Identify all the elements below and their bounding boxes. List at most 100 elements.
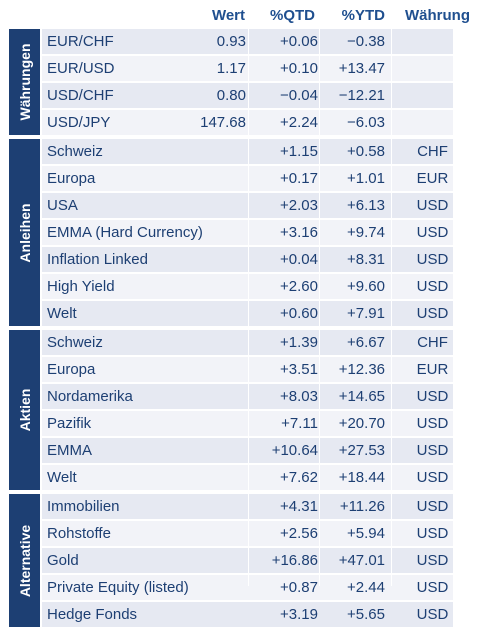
table-row: High Yield +2.60 +9.60 USD (42, 274, 453, 299)
cell-ytd: +6.67 (347, 334, 385, 351)
group-label-text: Währungen (16, 43, 33, 121)
table-row: Schweiz +1.39 +6.67 CHF (42, 330, 453, 355)
cell-ytd: +13.47 (338, 60, 385, 77)
table-row: Gold +16.86 +47.01 USD (42, 548, 453, 573)
cell-ytd: +9.60 (347, 278, 385, 295)
cell-name: EUR/CHF (47, 33, 114, 50)
cell-currency: USD (416, 498, 449, 515)
cell-currency: USD (416, 224, 449, 241)
cell-qtd: +1.39 (280, 334, 318, 351)
table-row: EMMA +10.64 +27.53 USD (42, 438, 453, 463)
table-row: USD/CHF 0.80 −0.04 −12.21 (42, 83, 453, 108)
cell-currency: USD (416, 278, 449, 295)
cell-ytd: +5.65 (347, 606, 385, 623)
cell-qtd: +0.06 (280, 33, 318, 50)
header-qtd: %QTD (270, 7, 315, 24)
column-divider (319, 29, 320, 586)
cell-qtd: +0.87 (280, 579, 318, 596)
cell-currency: USD (416, 606, 449, 623)
group-label-text: Aktien (16, 388, 33, 432)
cell-qtd: +3.16 (280, 224, 318, 241)
cell-ytd: −6.03 (347, 114, 385, 131)
group-label: Anleihen (9, 139, 40, 326)
table-row: Schweiz +1.15 +0.58 CHF (42, 139, 453, 164)
group-label: Aktien (9, 330, 40, 490)
cell-ytd: −0.38 (347, 33, 385, 50)
header-wert: Wert (211, 7, 245, 24)
cell-ytd: +18.44 (338, 469, 385, 486)
cell-currency: USD (416, 251, 449, 268)
table-row: Hedge Fonds +3.19 +5.65 USD (42, 602, 453, 627)
table-row: Europa +3.51 +12.36 EUR (42, 357, 453, 382)
cell-name: Private Equity (listed) (47, 579, 189, 596)
cell-currency: USD (416, 415, 449, 432)
header-ytd: %YTD (341, 7, 385, 24)
group-label: Alternative (9, 494, 40, 627)
cell-currency: USD (416, 197, 449, 214)
cell-qtd: +3.51 (280, 361, 318, 378)
cell-name: Inflation Linked (47, 251, 148, 268)
column-divider (391, 29, 392, 586)
cell-name: USD/CHF (47, 87, 114, 104)
cell-ytd: +7.91 (347, 305, 385, 322)
cell-qtd: +7.62 (280, 469, 318, 486)
cell-qtd: −0.04 (280, 87, 318, 104)
cell-name: EMMA (Hard Currency) (47, 224, 203, 241)
cell-currency: USD (416, 525, 449, 542)
cell-name: High Yield (47, 278, 115, 295)
cell-ytd: −12.21 (338, 87, 385, 104)
group-label-text: Anleihen (16, 202, 33, 263)
cell-qtd: +1.15 (280, 143, 318, 160)
cell-wert: 0.80 (216, 87, 246, 104)
cell-ytd: +9.74 (347, 224, 385, 241)
cell-ytd: +11.26 (339, 498, 385, 515)
cell-name: Schweiz (47, 334, 103, 351)
header-currency: Währung (405, 7, 470, 24)
cell-qtd: +2.24 (280, 114, 318, 131)
cell-name: USD/JPY (47, 114, 111, 131)
cell-name: Schweiz (47, 143, 103, 160)
cell-ytd: +8.31 (347, 251, 385, 268)
table-header: Wert %QTD %YTD Währung (0, 0, 480, 29)
cell-name: Rohstoffe (47, 525, 111, 542)
cell-name: Hedge Fonds (47, 606, 138, 623)
cell-ytd: +20.70 (338, 415, 385, 432)
cell-currency: USD (416, 388, 449, 405)
table-row: EMMA (Hard Currency) +3.16 +9.74 USD (42, 220, 453, 245)
cell-qtd: +0.04 (280, 251, 318, 268)
cell-qtd: +7.11 (281, 415, 318, 432)
cell-name: EUR/USD (47, 60, 115, 77)
cell-name: Nordamerika (47, 388, 133, 405)
cell-wert: 0.93 (216, 33, 246, 50)
cell-currency: USD (416, 469, 449, 486)
cell-qtd: +2.60 (280, 278, 318, 295)
table-row: USD/JPY 147.68 +2.24 −6.03 (42, 110, 453, 135)
table-row: Inflation Linked +0.04 +8.31 USD (42, 247, 453, 272)
cell-qtd: +10.64 (271, 442, 318, 459)
table-row: Immobilien +4.31 +11.26 USD (42, 494, 453, 519)
cell-ytd: +14.65 (338, 388, 385, 405)
cell-qtd: +2.56 (280, 525, 318, 542)
cell-ytd: +2.44 (347, 579, 385, 596)
cell-ytd: +12.36 (338, 361, 385, 378)
table-row: Nordamerika +8.03 +14.65 USD (42, 384, 453, 409)
column-divider (248, 29, 249, 586)
cell-qtd: +8.03 (280, 388, 318, 405)
cell-name: EMMA (47, 442, 92, 459)
table-row: EUR/USD 1.17 +0.10 +13.47 (42, 56, 453, 81)
cell-name: Pazifik (47, 415, 92, 432)
cell-name: Immobilien (47, 498, 120, 515)
cell-qtd: +0.10 (280, 60, 318, 77)
cell-currency: USD (416, 552, 449, 569)
cell-ytd: +5.94 (347, 525, 385, 542)
table-row: EUR/CHF 0.93 +0.06 −0.38 (42, 29, 453, 54)
cell-wert: 1.17 (216, 60, 246, 77)
cell-currency: EUR (416, 361, 449, 378)
cell-currency: USD (416, 579, 449, 596)
cell-name: Europa (47, 361, 96, 378)
table-row: Welt +0.60 +7.91 USD (42, 301, 453, 326)
cell-qtd: +2.03 (280, 197, 318, 214)
table-row: Europa +0.17 +1.01 EUR (42, 166, 453, 191)
table-row: Welt +7.62 +18.44 USD (42, 465, 453, 490)
